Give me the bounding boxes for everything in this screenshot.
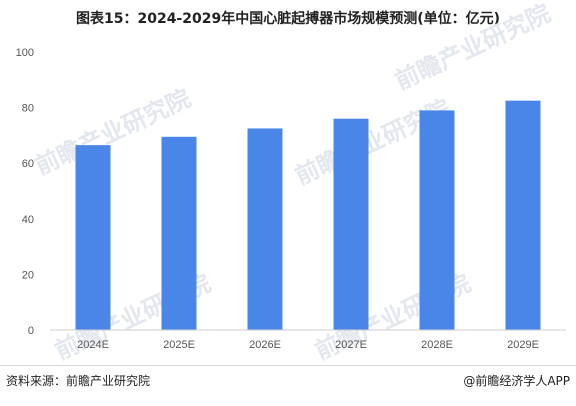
bar-2027E (333, 118, 369, 330)
x-tick-label: 2024E (77, 339, 109, 351)
bar-2026E (247, 128, 283, 330)
watermark-text: 前瞻产业研究院 (391, 0, 555, 95)
bar-2028E (419, 110, 455, 330)
footer-divider (0, 365, 576, 366)
bar-2024E (75, 145, 111, 330)
y-tick-label: 40 (22, 214, 34, 226)
x-tick-label: 2029E (507, 339, 539, 351)
y-tick-label: 100 (16, 47, 34, 59)
x-tick-label: 2025E (163, 339, 195, 351)
x-tick-label: 2027E (335, 339, 367, 351)
bar-2029E (505, 100, 541, 331)
bars (75, 100, 541, 331)
bar-2025E (161, 136, 197, 330)
y-tick-label: 80 (22, 103, 34, 115)
source-note: 资料来源：前瞻产业研究院 (6, 374, 151, 388)
x-tick-label: 2028E (421, 339, 453, 351)
y-axis: 0 20 40 60 80 100 (16, 47, 34, 337)
brand-label: @前瞻经济学人APP (463, 374, 570, 388)
x-tick-label: 2026E (249, 339, 281, 351)
y-tick-label: 20 (22, 269, 34, 281)
y-tick-label: 60 (22, 158, 34, 170)
y-tick-label: 0 (28, 325, 34, 337)
chart-title: 图表15：2024-2029年中国心脏起搏器市场规模预测(单位：亿元) (75, 11, 501, 27)
x-axis: 2024E 2025E 2026E 2027E 2028E 2029E (50, 329, 566, 351)
